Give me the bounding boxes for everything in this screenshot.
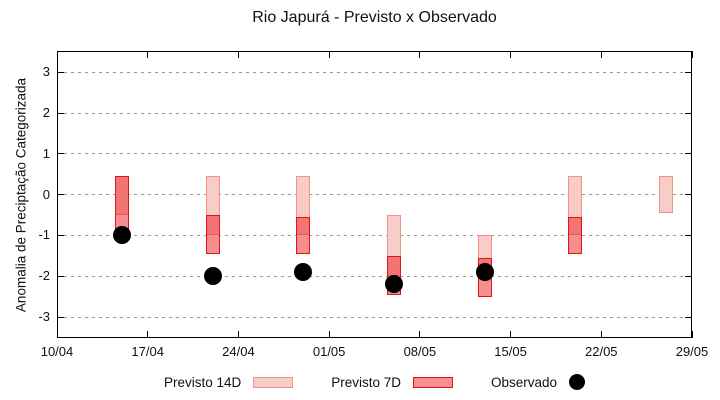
y-tick-right bbox=[685, 112, 692, 114]
y-tick-left bbox=[57, 112, 64, 114]
y-tick-right bbox=[685, 71, 692, 73]
x-tick-label: 01/05 bbox=[312, 344, 346, 359]
legend-label-previsto-14d: Previsto 14D bbox=[163, 374, 242, 390]
gridline-y-3 bbox=[57, 316, 692, 318]
y-tick-right bbox=[685, 316, 692, 318]
x-tick-top bbox=[419, 51, 421, 58]
gridline-y2 bbox=[57, 112, 692, 114]
y-tick-right bbox=[685, 194, 692, 196]
x-tick-label: 24/04 bbox=[222, 344, 255, 359]
x-tick-bottom bbox=[147, 331, 149, 338]
x-tick-label: 10/04 bbox=[40, 344, 74, 359]
observado-dot-icon bbox=[569, 374, 586, 390]
previsto-7d-swatch-icon bbox=[413, 376, 454, 388]
y-tick-label: -2 bbox=[38, 268, 50, 284]
plot-frame bbox=[57, 51, 692, 338]
gridline-y-2 bbox=[57, 275, 692, 277]
y-tick-label: 3 bbox=[42, 64, 50, 80]
x-tick-top bbox=[147, 51, 149, 58]
gridline-y1 bbox=[57, 153, 692, 155]
x-tick-top bbox=[56, 51, 58, 58]
previsto-7d-bar bbox=[568, 217, 583, 254]
x-tick-top bbox=[237, 51, 239, 58]
chart-title: Rio Japurá - Previsto x Observado bbox=[252, 9, 497, 26]
y-tick-left bbox=[57, 275, 64, 277]
y-tick-left bbox=[57, 153, 64, 155]
y-tick-right bbox=[685, 234, 692, 236]
x-tick-top bbox=[600, 51, 602, 58]
x-tick-top bbox=[691, 51, 693, 58]
legend-item-previsto-7d: Previsto 7D bbox=[331, 374, 454, 390]
y-tick-right bbox=[685, 153, 692, 155]
legend: Previsto 14D Previsto 7D Observado bbox=[57, 368, 692, 396]
observado-dot bbox=[475, 263, 494, 282]
x-tick-label: 17/04 bbox=[131, 344, 164, 359]
previsto-7d-bar bbox=[296, 217, 311, 254]
y-tick-left bbox=[57, 71, 64, 73]
x-tick-bottom bbox=[600, 331, 602, 338]
x-tick-label: 08/05 bbox=[403, 344, 437, 359]
y-tick-label: 2 bbox=[42, 105, 50, 120]
gridline-y-1 bbox=[57, 234, 692, 236]
x-tick-bottom bbox=[56, 331, 58, 338]
y-tick-label: -1 bbox=[38, 227, 50, 243]
x-tick-bottom bbox=[328, 331, 330, 338]
legend-label-previsto-7d: Previsto 7D bbox=[331, 374, 402, 390]
legend-label-observado: Observado bbox=[491, 374, 558, 390]
x-tick-top bbox=[328, 51, 330, 58]
legend-item-previsto-14d: Previsto 14D bbox=[163, 374, 294, 390]
observado-dot bbox=[384, 275, 403, 294]
y-tick-label: -3 bbox=[38, 309, 50, 324]
gridline-y0 bbox=[57, 194, 692, 196]
observado-dot bbox=[294, 263, 313, 282]
x-tick-label: 22/05 bbox=[585, 344, 618, 359]
y-tick-left bbox=[57, 194, 64, 196]
observado-dot bbox=[203, 267, 222, 286]
gridline-y3 bbox=[57, 71, 692, 73]
x-tick-bottom bbox=[419, 331, 421, 338]
y-tick-label: 1 bbox=[42, 145, 50, 161]
y-tick-label: 0 bbox=[42, 186, 50, 202]
y-tick-left bbox=[57, 316, 64, 318]
observado-dot bbox=[112, 226, 131, 245]
x-tick-top bbox=[510, 51, 512, 58]
previsto-14d-swatch-icon bbox=[253, 376, 294, 388]
x-tick-label: 15/05 bbox=[494, 344, 527, 359]
x-tick-label: 29/05 bbox=[675, 344, 709, 359]
y-tick-left bbox=[57, 234, 64, 236]
x-tick-bottom bbox=[510, 331, 512, 338]
previsto-7d-bar bbox=[205, 215, 220, 254]
x-tick-bottom bbox=[691, 331, 693, 338]
y-tick-right bbox=[685, 275, 692, 277]
legend-item-observado: Observado bbox=[491, 374, 586, 390]
previsto-14d-bar bbox=[659, 176, 674, 213]
x-tick-bottom bbox=[237, 331, 239, 338]
